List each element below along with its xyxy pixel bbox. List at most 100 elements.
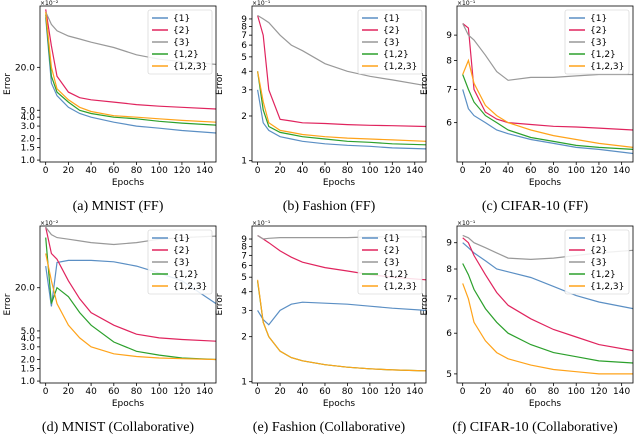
y-tick-label: 20.0	[15, 284, 35, 294]
y-tick-label: 6	[241, 261, 247, 271]
y-axis-label: Error	[3, 73, 13, 95]
x-tick-label: 0	[43, 387, 49, 397]
y-tick-label: 7	[241, 251, 247, 261]
legend-label: {1,2,3}	[173, 62, 207, 72]
x-tick-label: 40	[297, 387, 309, 397]
legend-label: {1,2,3}	[590, 62, 624, 72]
x-tick-label: 20	[274, 387, 286, 397]
x-tick-label: 140	[406, 166, 423, 176]
x-tick-label: 140	[196, 387, 213, 397]
y-tick-label: 6	[241, 41, 247, 51]
x-tick-label: 80	[342, 387, 354, 397]
y-offset-label: ×10⁻¹	[252, 220, 271, 227]
y-axis-label: Error	[215, 293, 225, 315]
legend-label: {1,2}	[173, 270, 199, 280]
series-line	[45, 237, 217, 361]
x-tick-label: 60	[108, 166, 120, 176]
x-axis-label: Epochs	[529, 178, 562, 188]
series-line	[257, 71, 427, 146]
legend-label: {1,2,3}	[383, 282, 417, 292]
x-tick-label: 80	[548, 166, 560, 176]
x-tick-label: 60	[319, 166, 331, 176]
legend-label: {3}	[590, 38, 607, 48]
legend-label: {2}	[173, 26, 190, 36]
legend-box	[564, 9, 630, 75]
y-tick-label: 9	[241, 15, 247, 25]
legend-label: {3}	[173, 258, 190, 268]
y-tick-label: 6	[446, 329, 452, 339]
series-line	[462, 74, 634, 150]
x-tick-label: 0	[43, 166, 49, 176]
x-tick-label: 20	[63, 387, 75, 397]
x-tick-label: 40	[297, 166, 309, 176]
legend-box	[357, 229, 423, 295]
legend-label: {1,2}	[590, 50, 616, 60]
y-tick-label: 4.0	[21, 334, 36, 344]
y-tick-label: 8	[241, 23, 247, 33]
y-tick-label: 3	[241, 306, 247, 316]
x-axis-label: Epochs	[323, 178, 356, 188]
y-tick-label: 7	[446, 85, 452, 95]
x-tick-label: 60	[525, 387, 537, 397]
legend-label: {1}	[590, 234, 607, 244]
legend-label: {1,2}	[590, 270, 616, 280]
x-tick-label: 40	[502, 387, 514, 397]
legend-label: {2}	[383, 246, 400, 256]
series-line	[462, 237, 634, 352]
y-tick-label: 1.0	[21, 377, 36, 387]
legend-label: {1}	[590, 14, 607, 24]
legend-label: {3}	[173, 38, 190, 48]
y-tick-label: 4	[241, 67, 247, 77]
x-tick-label: 0	[255, 387, 261, 397]
y-tick-label: 1	[241, 157, 247, 167]
y-tick-label: 9	[446, 239, 452, 249]
axes-frame	[251, 5, 427, 163]
y-tick-label: 5.0	[21, 106, 36, 116]
y-tick-label: 5	[446, 370, 452, 380]
y-tick-label: 8	[446, 265, 452, 275]
x-tick-label: 40	[502, 166, 514, 176]
legend-box	[147, 229, 213, 295]
y-tick-label: 2	[241, 112, 247, 122]
caption: (d) MNIST (Collaborative)	[42, 420, 194, 434]
series-line	[45, 9, 217, 110]
y-tick-label: 5	[241, 273, 247, 283]
series-line	[45, 11, 217, 123]
x-tick-label: 100	[361, 166, 378, 176]
y-tick-label: 20.0	[15, 63, 35, 73]
x-tick-label: 60	[108, 387, 120, 397]
series-line	[45, 14, 217, 126]
legend-label: {3}	[383, 258, 400, 268]
x-tick-label: 100	[151, 387, 168, 397]
x-tick-label: 140	[196, 166, 213, 176]
legend-label: {2}	[173, 246, 190, 256]
legend-label: {1,2,3}	[173, 282, 207, 292]
series-line	[257, 301, 427, 326]
legend-label: {2}	[383, 26, 400, 36]
y-tick-label: 3	[241, 86, 247, 96]
y-axis-label: Error	[420, 73, 430, 95]
y-tick-label: 1.5	[21, 144, 35, 154]
axes-frame	[456, 5, 634, 163]
y-tick-label: 6	[446, 119, 452, 129]
y-tick-label: 1	[241, 378, 247, 388]
y-axis-label: Error	[3, 293, 13, 315]
y-tick-label: 4	[241, 288, 247, 298]
axes-frame	[456, 225, 634, 384]
legend-label: {3}	[590, 258, 607, 268]
x-axis-label: Epochs	[529, 399, 562, 409]
y-tick-label: 1.0	[21, 156, 36, 166]
y-tick-label: 3.0	[21, 343, 36, 353]
legend-label: {3}	[383, 38, 400, 48]
series-line	[257, 89, 427, 150]
caption: (b) Fashion (FF)	[283, 199, 376, 214]
x-tick-label: 100	[361, 387, 378, 397]
y-tick-label: 5	[241, 53, 247, 63]
y-tick-label: 8	[446, 57, 452, 67]
caption: (a) MNIST (FF)	[73, 199, 164, 214]
y-axis-label: Error	[215, 73, 225, 95]
x-tick-label: 100	[151, 166, 168, 176]
series-line	[257, 14, 427, 87]
x-tick-label: 20	[274, 166, 286, 176]
legend-label: {1,2,3}	[383, 62, 417, 72]
